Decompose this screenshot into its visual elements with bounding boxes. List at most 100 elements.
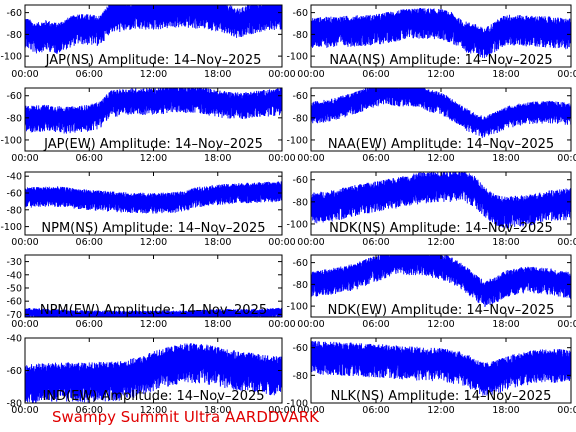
y-tick-label: -100 bbox=[0, 135, 22, 146]
x-tick-label: 12:00 bbox=[427, 319, 454, 330]
x-tick-label: 00:00 bbox=[557, 69, 576, 80]
x-tick-label: 00:00 bbox=[268, 319, 295, 330]
y-tick-label: -40 bbox=[6, 172, 22, 183]
x-tick-label: 00:00 bbox=[557, 319, 576, 330]
amplitude-trace bbox=[311, 7, 571, 59]
y-tick-label: -40 bbox=[6, 270, 22, 281]
panel-title: NLK(NS) Amplitude: 14–Nov–2025 bbox=[331, 389, 552, 404]
y-tick-label: -100 bbox=[286, 399, 308, 410]
panel-7: -100-80-6000:0006:0012:0018:0000:00NDK(E… bbox=[286, 254, 576, 330]
x-tick-label: 12:00 bbox=[140, 319, 167, 330]
panel-8: -80 -60 -40 00:00 06:00 12:00 18:00 00:00 IND(EW… bbox=[6, 334, 295, 417]
x-tick-label: 00:00 bbox=[11, 405, 38, 416]
x-tick-label: 00:00 bbox=[297, 237, 324, 248]
panel-title: NAA(NS) Amplitude: 14–Nov–2025 bbox=[329, 53, 552, 68]
x-tick-label: 00:00 bbox=[297, 405, 324, 416]
amplitude-trace bbox=[311, 341, 571, 396]
panel-title: JAP(EW) Amplitude: 14–Nov–2025 bbox=[43, 137, 263, 152]
y-tick-label: -60 bbox=[292, 343, 308, 354]
y-tick-label: -60 bbox=[292, 8, 308, 19]
y-tick-label: -100 bbox=[0, 52, 22, 63]
x-tick-label: 12:00 bbox=[140, 153, 167, 164]
x-tick-label: 00:00 bbox=[268, 405, 295, 416]
x-tick-label: 06:00 bbox=[362, 237, 389, 248]
x-tick-label: 00:00 bbox=[268, 237, 295, 248]
x-tick-label: 06:00 bbox=[76, 69, 103, 80]
y-tick-label: -60 bbox=[292, 258, 308, 269]
footer-caption: Swampy Summit Ultra AARDDVARK bbox=[52, 408, 320, 426]
panel-1: -100 -80 -60 00:00 06:00 12:00 18:00 00:00 NAA(N… bbox=[286, 4, 576, 80]
x-tick-label: 12:00 bbox=[427, 153, 454, 164]
y-tick-label: -30 bbox=[6, 257, 22, 268]
y-tick-label: -100 bbox=[286, 135, 308, 146]
x-tick-label: 00:00 bbox=[297, 69, 324, 80]
y-tick-label: -100 bbox=[286, 52, 308, 63]
y-tick-label: -60 bbox=[6, 8, 22, 19]
x-tick-label: 18:00 bbox=[204, 405, 231, 416]
x-tick-label: 00:00 bbox=[11, 153, 38, 164]
x-tick-label: 06:00 bbox=[76, 237, 103, 248]
x-tick-label: 18:00 bbox=[492, 69, 519, 80]
y-tick-label: -100 bbox=[0, 222, 22, 233]
panel-4: -100 -80 -60 -40 00:00 06:00 12:00 18:00 00:00NP… bbox=[0, 171, 296, 248]
y-tick-label: -60 bbox=[6, 91, 22, 102]
y-tick-label: -100 bbox=[286, 219, 308, 230]
y-tick-label: -80 bbox=[292, 371, 308, 382]
y-tick-label: -80 bbox=[6, 113, 22, 124]
amplitude-trace bbox=[25, 343, 282, 403]
x-tick-label: 18:00 bbox=[204, 319, 231, 330]
x-tick-label: 12:00 bbox=[427, 237, 454, 248]
panel-title: NDK(EW) Amplitude: 14–Nov–2025 bbox=[328, 303, 555, 318]
x-tick-label: 00:00 bbox=[11, 237, 38, 248]
x-tick-label: 12:00 bbox=[140, 69, 167, 80]
panel-2: -100 -80 -60 00:00 06:00 12:00 18:00 00:00 JAP(E… bbox=[0, 87, 296, 164]
x-tick-label: 12:00 bbox=[427, 69, 454, 80]
x-tick-label: 06:00 bbox=[76, 153, 103, 164]
panel-title: IND(EW) Amplitude: 14–Nov–2025 bbox=[42, 389, 264, 404]
x-tick-label: 18:00 bbox=[492, 319, 519, 330]
panel-title: NPM(EW) Amplitude: 14–Nov–2025 bbox=[40, 303, 267, 318]
y-tick-label: -60 bbox=[292, 91, 308, 102]
x-tick-label: 06:00 bbox=[362, 69, 389, 80]
y-tick-label: -40 bbox=[6, 334, 22, 345]
panel-title: JAP(NS) Amplitude: 14–Nov–2025 bbox=[45, 53, 262, 68]
x-tick-label: 00:00 bbox=[297, 319, 324, 330]
x-tick-label: 18:00 bbox=[492, 237, 519, 248]
x-tick-label: 18:00 bbox=[204, 69, 231, 80]
amplitude-trace bbox=[25, 88, 282, 134]
y-tick-label: -80 bbox=[292, 30, 308, 41]
y-tick-label: -100 bbox=[286, 302, 308, 313]
y-tick-label: -60 bbox=[292, 175, 308, 186]
y-tick-label: -50 bbox=[6, 283, 22, 294]
x-tick-label: 06:00 bbox=[76, 405, 103, 416]
x-tick-label: 00:00 bbox=[557, 405, 576, 416]
panel-title: NPM(NS) Amplitude: 14–Nov–2025 bbox=[41, 221, 265, 236]
x-tick-label: 00:00 bbox=[11, 319, 38, 330]
panel-title: NAA(EW) Amplitude: 14–Nov–2025 bbox=[328, 137, 554, 152]
panel-0: -100 -80 -60 00:00 06:00 12:00 18:00 00:00 JAP(N… bbox=[0, 4, 296, 80]
x-tick-label: 12:00 bbox=[140, 405, 167, 416]
panel-6: -70 -60 -50 -40 -30 00:00 06:00 12:00 18:00 00:00… bbox=[6, 254, 296, 330]
amplitude-trace bbox=[311, 172, 571, 229]
panel-3: -100-80-6000:0006:0012:0018:0000:00NAA(E… bbox=[286, 87, 576, 164]
panel-9: -100 -80 -60 00:00 06:00 12:00 18:00 00:00 NLK(N… bbox=[286, 337, 576, 416]
y-tick-label: -80 bbox=[6, 205, 22, 216]
x-tick-label: 18:00 bbox=[204, 237, 231, 248]
x-tick-label: 12:00 bbox=[427, 405, 454, 416]
y-tick-label: -80 bbox=[292, 197, 308, 208]
x-tick-label: 00:00 bbox=[557, 153, 576, 164]
y-tick-label: -80 bbox=[292, 113, 308, 124]
x-tick-label: 12:00 bbox=[140, 237, 167, 248]
y-tick-label: -80 bbox=[6, 30, 22, 41]
y-tick-label: -70 bbox=[6, 310, 22, 321]
x-tick-label: 00:00 bbox=[297, 153, 324, 164]
x-tick-label: 18:00 bbox=[492, 153, 519, 164]
x-tick-label: 06:00 bbox=[76, 319, 103, 330]
panel-5: -100 -80 -60 00:00 06:00 12:00 18:00 00:00 NDK(N… bbox=[286, 171, 576, 248]
x-tick-label: 06:00 bbox=[362, 153, 389, 164]
amplitude-trace bbox=[25, 181, 282, 214]
x-tick-label: 06:00 bbox=[362, 405, 389, 416]
y-tick-label: -80 bbox=[6, 399, 22, 410]
x-tick-label: 00:00 bbox=[11, 69, 38, 80]
panel-title: NDK(NS) Amplitude: 14–Nov–2025 bbox=[329, 221, 553, 236]
